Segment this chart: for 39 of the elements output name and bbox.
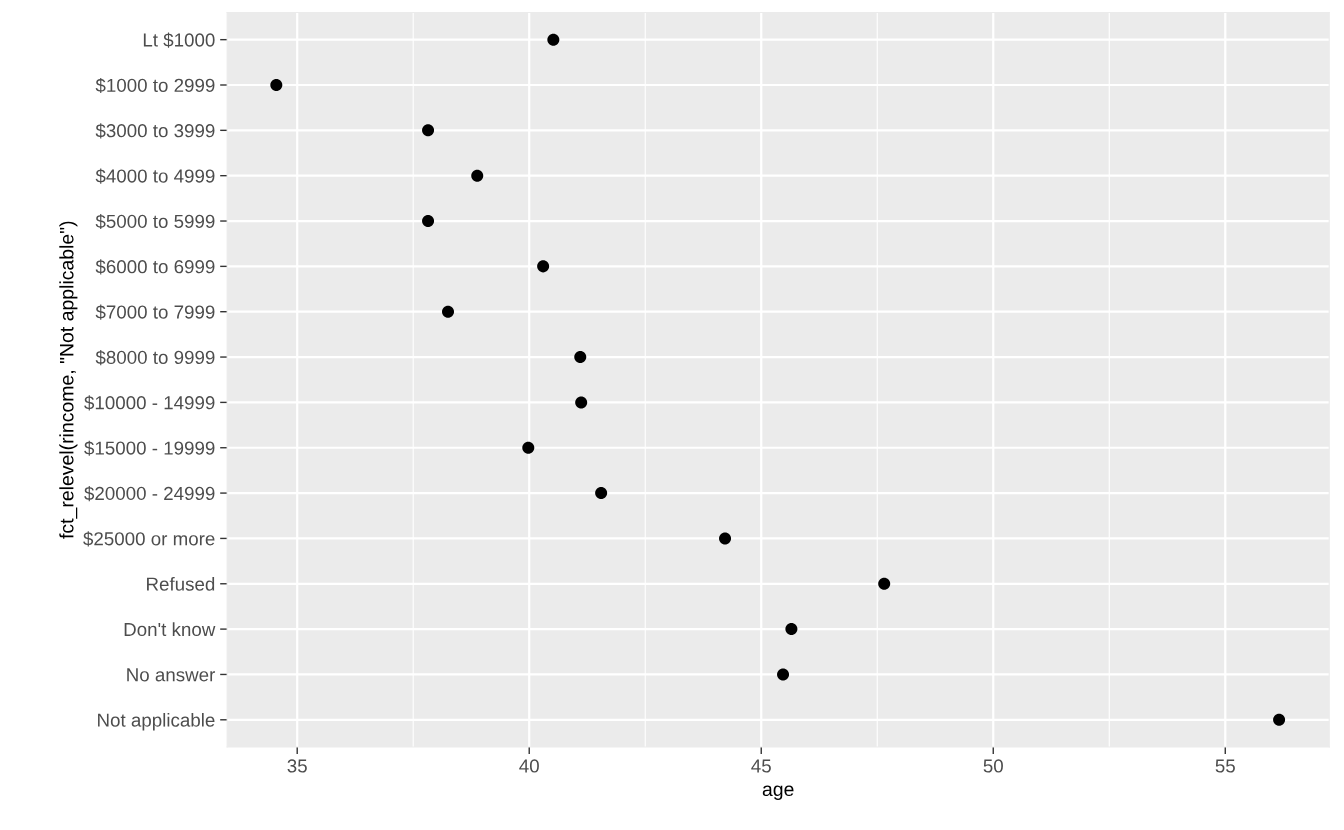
point [442, 305, 455, 318]
point [719, 532, 732, 545]
point [270, 78, 283, 92]
y-tick-label: $7000 to 7999 [95, 304, 215, 320]
y-tick-label: Lt $1000 [143, 32, 215, 48]
y-tick-label: $6000 to 6999 [95, 259, 215, 275]
x-tick-label: 40 [519, 759, 539, 773]
point [422, 124, 435, 137]
y-tick-label: $8000 to 9999 [95, 349, 215, 366]
y-tick-label: $3000 to 3999 [95, 123, 215, 139]
point [422, 215, 435, 228]
y-tick-label: Refused [147, 576, 215, 591]
x-axis-title: age [762, 785, 794, 800]
y-axis-title: fct_relevel(rincome, "Not applicable") [59, 221, 78, 539]
point [1273, 713, 1286, 726]
y-tick-label: $1000 to 2999 [95, 77, 215, 94]
point [471, 169, 484, 182]
y-tick-label: Not applicable [98, 713, 215, 731]
x-tick-label: 45 [751, 759, 771, 773]
y-tick-label: $20000 - 24999 [84, 485, 215, 502]
y-tick-label: Don't know [124, 622, 216, 637]
x-tick-label: 35 [287, 759, 307, 773]
point [575, 396, 588, 409]
y-tick-label: $15000 - 19999 [84, 440, 215, 456]
y-tick-label: $25000 or more [83, 531, 215, 547]
point [574, 351, 587, 364]
y-tick-label: $10000 - 14999 [84, 395, 215, 411]
y-tick-label: $4000 to 4999 [95, 168, 215, 184]
point [547, 33, 560, 46]
x-tick-label: 50 [983, 759, 1003, 773]
point [777, 668, 790, 681]
point [878, 577, 891, 590]
x-tick-label: 55 [1215, 759, 1235, 773]
y-tick-label: No answer [127, 668, 216, 682]
point [595, 487, 608, 500]
point [785, 623, 798, 636]
point [522, 441, 535, 454]
point [537, 260, 550, 273]
y-tick-label: $5000 to 5999 [95, 213, 215, 230]
